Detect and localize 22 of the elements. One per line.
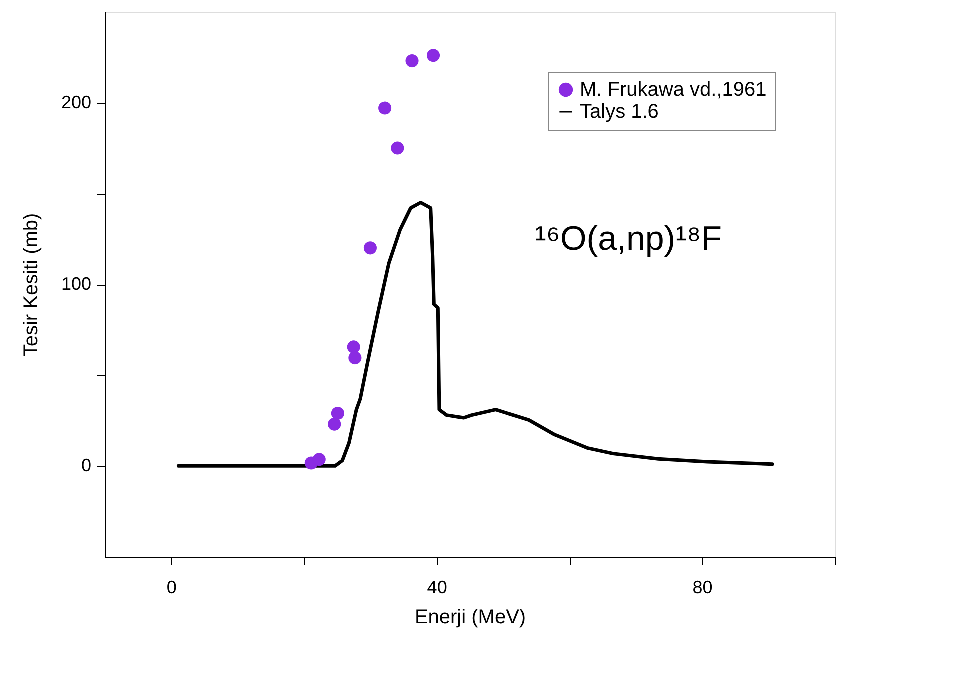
point <box>378 102 392 115</box>
x-tick-label: 0 <box>166 578 177 598</box>
point <box>391 142 404 155</box>
y-tick-label: 100 <box>61 274 92 294</box>
legend-label: Talys 1.6 <box>580 101 659 123</box>
point <box>347 340 360 354</box>
point <box>331 406 344 420</box>
point <box>348 352 362 365</box>
x-tick-label: 40 <box>427 578 448 598</box>
y-tick-label: 0 <box>81 456 92 476</box>
point <box>364 242 377 255</box>
annotation: ¹⁶O(a,np)¹⁸F <box>535 220 722 258</box>
x-axis-title: Enerji (MeV) <box>414 606 526 628</box>
point <box>312 453 326 466</box>
line-series <box>176 201 774 468</box>
point <box>406 54 419 68</box>
y-tick-label: 200 <box>61 92 92 112</box>
y-axis-title: Tesir Kesiti (mb) <box>20 213 42 357</box>
x-tick-label: 80 <box>692 578 713 598</box>
legend-label: M. Frukawa vd.,1961 <box>580 79 767 101</box>
point <box>426 49 440 62</box>
point <box>328 418 342 431</box>
